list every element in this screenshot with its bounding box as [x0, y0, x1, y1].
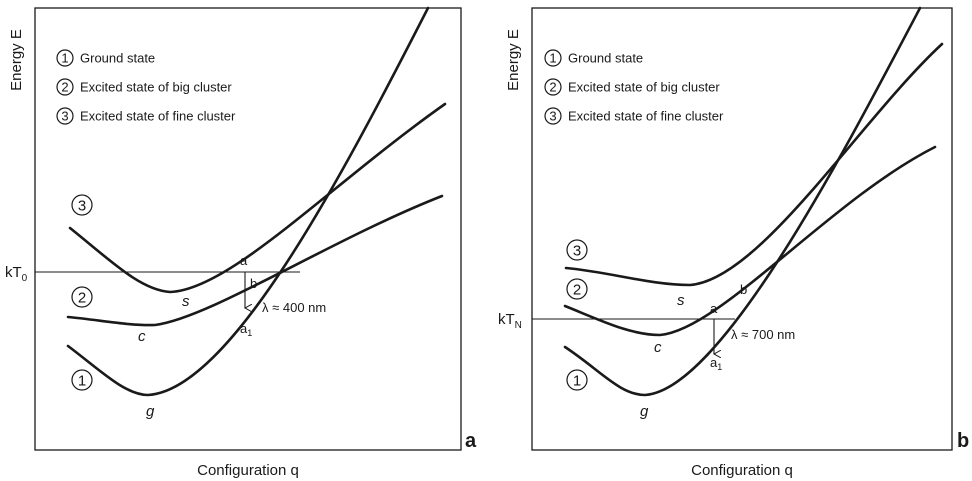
panel-b-x-axis-label: Configuration q [691, 462, 793, 479]
panel-a-curve-number-1: 1 [71, 369, 93, 391]
panel-b-curve-1 [563, 6, 922, 397]
svg-text:1: 1 [78, 373, 86, 390]
legend-text: Excited state of fine cluster [80, 109, 236, 124]
svg-text:2: 2 [78, 290, 86, 307]
panel-b-legend-item-1: 1 Ground state [544, 49, 643, 67]
panel-a-y-axis-label: Energy E [8, 29, 25, 91]
panel-b-y-axis-label: Energy E [505, 29, 522, 91]
panel-a-point-a1: a1 [240, 321, 252, 338]
panel-a-letter: a [465, 430, 477, 452]
legend-text: Ground state [568, 51, 643, 66]
panel-a: Energy E Configuration q a 1 Ground stat… [5, 6, 477, 479]
panel-b-min-g: g [640, 403, 649, 420]
panel-a-curve-number-3: 3 [71, 194, 93, 216]
panel-a-min-c: c [138, 328, 146, 345]
panel-a-curve-1 [66, 6, 430, 397]
panel-a-level-label: kT0 [5, 264, 28, 284]
panel-b-curve-number-3: 3 [566, 239, 588, 261]
panel-b-curve-2 [563, 145, 937, 337]
panel-a-legend-item-3: 3 Excited state of fine cluster [56, 107, 236, 125]
panel-a-wavelength: λ ≈ 400 nm [262, 300, 326, 315]
svg-text:2: 2 [573, 282, 581, 299]
legend-text: Excited state of big cluster [80, 80, 232, 95]
panel-a-legend-item-1: 1 Ground state [56, 49, 155, 67]
panel-b-point-a1: a1 [710, 355, 722, 372]
panel-b-legend-item-2: 2 Excited state of big cluster [544, 78, 720, 96]
panel-a-curve-number-2: 2 [71, 286, 93, 308]
panel-b-min-c: c [654, 339, 662, 356]
panel-b-point-a: a [710, 301, 718, 316]
panel-b-letter: b [957, 430, 969, 452]
legend-number: 1 [61, 51, 68, 66]
panel-b-frame [531, 7, 953, 451]
panel-b-wavelength: λ ≈ 700 nm [731, 327, 795, 342]
legend-number-circle [544, 78, 562, 96]
panel-a-min-s: s [182, 293, 190, 310]
panel-b-point-b: b [740, 282, 747, 297]
legend-number-circle [544, 49, 562, 67]
legend-text: Excited state of fine cluster [568, 109, 724, 124]
panel-a-point-a: a [240, 253, 248, 268]
svg-text:3: 3 [573, 243, 581, 260]
svg-text:3: 3 [78, 198, 86, 215]
panel-a-point-b: b [250, 276, 257, 291]
panel-b-curve-3 [564, 42, 944, 287]
panel-a-curve-2 [66, 194, 444, 327]
panel-b-curve-number-2: 2 [566, 278, 588, 300]
legend-number: 1 [549, 51, 556, 66]
panel-b-legend-item-3: 3 Excited state of fine cluster [544, 107, 724, 125]
panel-a-legend: 1 Ground state 2 Excited state of big cl… [56, 49, 236, 125]
legend-number: 2 [61, 80, 68, 95]
legend-number-circle [56, 107, 74, 125]
panel-a-min-g: g [146, 403, 155, 420]
svg-text:1: 1 [573, 373, 581, 390]
legend-number-circle [56, 78, 74, 96]
panel-a-x-axis-label: Configuration q [197, 462, 299, 479]
panel-a-legend-item-2: 2 Excited state of big cluster [56, 78, 232, 96]
legend-number-circle [544, 107, 562, 125]
panel-a-frame [34, 7, 462, 451]
panel-b-min-s: s [677, 292, 685, 309]
legend-number: 3 [61, 109, 68, 124]
panel-b-legend: 1 Ground state 2 Excited state of big cl… [544, 49, 724, 125]
legend-text: Ground state [80, 51, 155, 66]
panel-b-level-label: kTN [498, 311, 522, 331]
panel-a-curve-3 [68, 102, 447, 294]
legend-text: Excited state of big cluster [568, 80, 720, 95]
legend-number-circle [56, 49, 74, 67]
panel-b: Energy E Configuration q b 1 Ground stat… [498, 6, 969, 479]
legend-number: 2 [549, 80, 556, 95]
panel-b-curve-number-1: 1 [566, 369, 588, 391]
legend-number: 3 [549, 109, 556, 124]
